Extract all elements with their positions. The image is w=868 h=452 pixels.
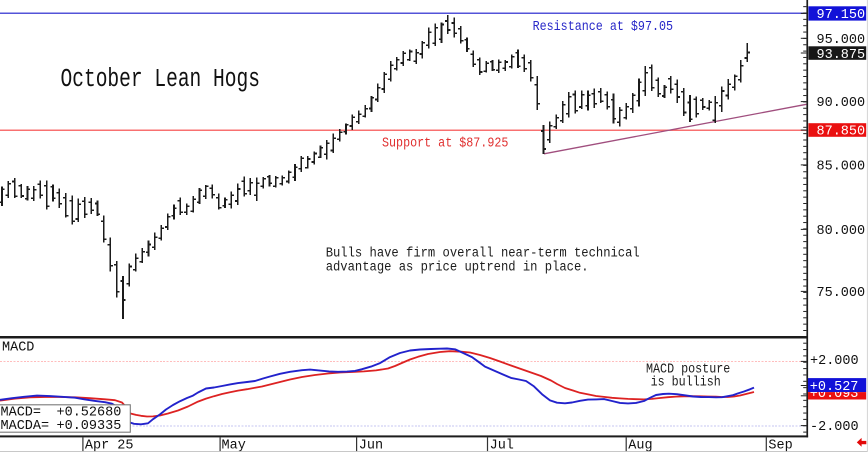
svg-text:Support at $87.925: Support at $87.925 <box>382 135 508 151</box>
svg-text:MACDA=: MACDA= <box>1 419 50 434</box>
svg-text:87.850: 87.850 <box>817 125 866 140</box>
svg-text:MACD: MACD <box>2 341 34 356</box>
svg-text:Apr 25: Apr 25 <box>85 439 134 452</box>
svg-text:October Lean Hogs: October Lean Hogs <box>61 65 260 94</box>
svg-text:advantage as price uptrend in: advantage as price uptrend in place. <box>326 259 589 275</box>
svg-text:-2.000: -2.000 <box>810 420 859 435</box>
svg-text:May: May <box>222 439 246 452</box>
svg-text:75.000: 75.000 <box>817 286 866 301</box>
svg-text:MACD posture: MACD posture <box>646 361 730 377</box>
svg-text:MACD=: MACD= <box>1 406 42 421</box>
svg-text:+0.527: +0.527 <box>810 380 859 395</box>
svg-text:Bulls have firm overall near-t: Bulls have firm overall near-term techni… <box>326 245 640 261</box>
svg-text:+0.09335: +0.09335 <box>57 419 122 434</box>
svg-text:+0.093: +0.093 <box>810 387 859 402</box>
svg-text:97.150: 97.150 <box>817 8 866 23</box>
svg-text:85.000: 85.000 <box>817 160 866 175</box>
svg-text:90.000: 90.000 <box>817 96 866 111</box>
svg-text:Sep: Sep <box>768 439 792 452</box>
svg-text:95.000: 95.000 <box>817 33 866 48</box>
svg-text:80.000: 80.000 <box>817 224 866 239</box>
svg-text:Resistance at $97.05: Resistance at $97.05 <box>533 18 673 34</box>
svg-text:Aug: Aug <box>628 439 652 452</box>
svg-text:+2.000: +2.000 <box>810 354 859 369</box>
svg-text:Jun: Jun <box>359 439 383 452</box>
svg-text:+0.52680: +0.52680 <box>57 406 122 421</box>
svg-text:93.875: 93.875 <box>817 48 866 63</box>
svg-text:is bullish: is bullish <box>651 373 721 389</box>
svg-text:Jul: Jul <box>490 439 514 452</box>
